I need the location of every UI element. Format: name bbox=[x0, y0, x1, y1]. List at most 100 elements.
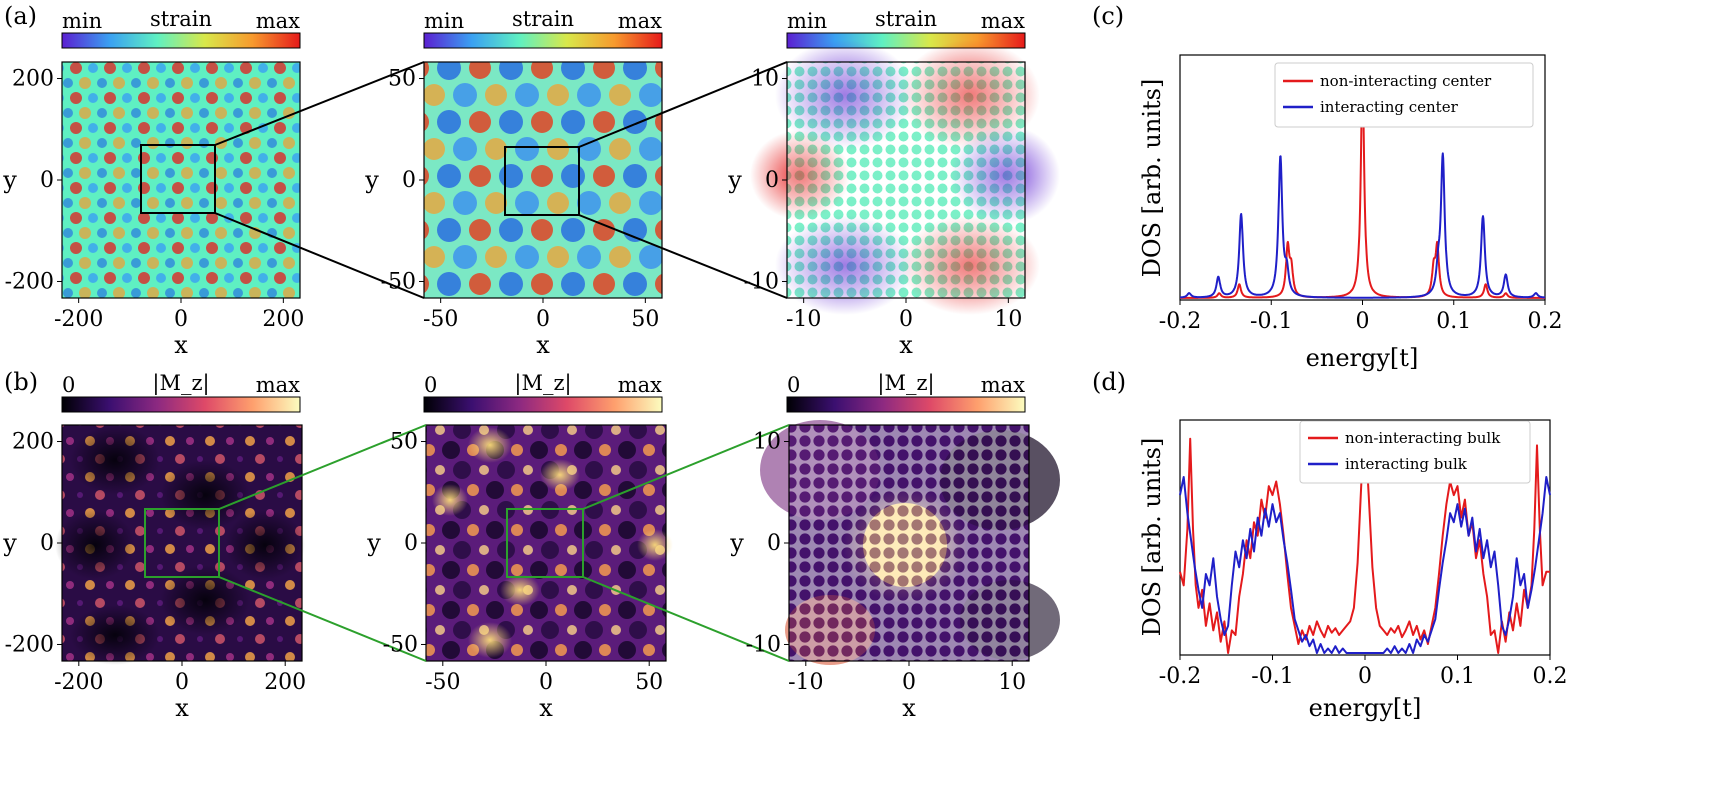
series-line bbox=[1179, 476, 1551, 654]
y-tick-label: -10 bbox=[744, 269, 779, 294]
x-tick-label: 0.1 bbox=[1440, 664, 1475, 689]
dark-region bbox=[160, 565, 250, 635]
panel-label-b: (b) bbox=[4, 368, 38, 396]
y-tick-label: -50 bbox=[383, 632, 418, 657]
dos-plot-bulk: -0.2 -0.1 0 0.1 0.2 energy[t] DOS [arb. unit… bbox=[1138, 419, 1568, 722]
x-tick-label: 0.2 bbox=[1533, 664, 1568, 689]
y-tick-label: 50 bbox=[390, 430, 418, 455]
colorbar-max-label: max bbox=[618, 9, 662, 33]
heatmap bbox=[424, 62, 662, 298]
y-tick-label: 0 bbox=[767, 531, 781, 556]
x-axis-label: x bbox=[174, 331, 188, 359]
colorbar-min-label: 0 bbox=[787, 373, 800, 397]
y-axis-label: y bbox=[2, 166, 17, 194]
y-tick-label: -200 bbox=[5, 269, 54, 294]
dark-region bbox=[55, 510, 135, 580]
y-tick-label: 10 bbox=[753, 430, 781, 455]
strain-map-2 bbox=[423, 61, 663, 299]
colorbar-bar bbox=[61, 396, 301, 413]
x-tick-label: 200 bbox=[264, 670, 306, 695]
x-axis-label: energy[t] bbox=[1306, 344, 1419, 372]
y-tick-label: 0 bbox=[40, 531, 54, 556]
strain-map-1 bbox=[61, 61, 301, 299]
legend-label: non-interacting bulk bbox=[1345, 429, 1501, 447]
colorbar-max-label: max bbox=[256, 9, 300, 33]
x-tick-label: 0 bbox=[902, 670, 916, 695]
dark-region bbox=[160, 460, 250, 530]
x-axis-label: x bbox=[175, 694, 189, 722]
bright-region bbox=[500, 574, 540, 606]
y-tick-label: 0 bbox=[402, 168, 416, 193]
magnetization-colorbar-2: 0 |M_z| max bbox=[423, 371, 663, 413]
zoom-box bbox=[140, 144, 216, 214]
magnetization-map-3 bbox=[760, 420, 1060, 665]
y-tick-label: -200 bbox=[5, 632, 54, 657]
dark-region bbox=[225, 510, 305, 580]
lattice-overlay bbox=[789, 425, 1029, 661]
zoom-connector bbox=[218, 576, 427, 662]
colorbar-title: |M_z| bbox=[877, 371, 934, 396]
x-tick-label: 0 bbox=[536, 307, 550, 332]
y-tick-label: 0 bbox=[404, 531, 418, 556]
dos-plot-center: -0.2 -0.1 0 0.1 0.2 energy[t] DOS [arb. unit… bbox=[1138, 54, 1563, 372]
series-line bbox=[1179, 152, 1546, 299]
y-tick-label: 0 bbox=[765, 168, 779, 193]
colorbar-max-label: max bbox=[981, 9, 1025, 33]
strain-colorbar-1: min strain max bbox=[61, 7, 301, 49]
colorbar-bar bbox=[786, 396, 1026, 413]
colorbar-title: strain bbox=[875, 7, 937, 31]
zoom-connector bbox=[582, 576, 790, 662]
y-tick-label: -50 bbox=[381, 269, 416, 294]
lattice-overlay bbox=[787, 62, 1025, 298]
dark-region bbox=[70, 605, 160, 665]
x-tick-label: -200 bbox=[54, 307, 103, 332]
colorbar-bar bbox=[61, 32, 301, 49]
colorbar-min-label: 0 bbox=[424, 373, 437, 397]
legend-box bbox=[1274, 62, 1534, 128]
colorbar-min-label: min bbox=[62, 9, 102, 33]
magnetization-colorbar-3: 0 |M_z| max bbox=[786, 371, 1026, 413]
strain-colorbar-2: min strain max bbox=[423, 7, 663, 49]
colorbar-bar bbox=[423, 396, 663, 413]
zoom-box bbox=[144, 508, 220, 578]
strain-map-3 bbox=[750, 40, 1060, 315]
panel-label-a: (a) bbox=[4, 2, 37, 30]
colorbar-title: strain bbox=[512, 7, 574, 31]
colorbar-max-label: max bbox=[618, 373, 662, 397]
heatmap bbox=[426, 425, 666, 661]
x-tick-label: 0.1 bbox=[1436, 309, 1471, 334]
y-axis-label: DOS [arb. units] bbox=[1138, 79, 1166, 278]
y-tick-label: 50 bbox=[388, 67, 416, 92]
colorbar-title: strain bbox=[150, 7, 212, 31]
heatmap bbox=[62, 62, 300, 298]
x-tick-label: 50 bbox=[635, 670, 663, 695]
panel-label-c: (c) bbox=[1092, 2, 1124, 30]
x-tick-label: 0 bbox=[174, 307, 188, 332]
x-tick-label: 10 bbox=[994, 307, 1022, 332]
y-axis-label: y bbox=[366, 529, 381, 557]
magnetization-map-2 bbox=[425, 424, 673, 662]
strain-map-row: min strain max min strain max min strain… bbox=[61, 7, 1060, 315]
legend-label: non-interacting center bbox=[1320, 72, 1492, 90]
colorbar-bar bbox=[423, 32, 663, 49]
bright-region bbox=[468, 622, 512, 658]
x-axis-label: x bbox=[899, 331, 913, 359]
magnetization-colorbar-1: 0 |M_z| max bbox=[61, 371, 301, 413]
x-tick-label: -0.2 bbox=[1159, 664, 1201, 689]
y-axis-label: y bbox=[2, 529, 17, 557]
x-tick-label: 0 bbox=[1356, 309, 1370, 334]
bright-region bbox=[540, 459, 580, 491]
x-tick-label: 0 bbox=[539, 670, 553, 695]
y-tick-label: 200 bbox=[12, 67, 54, 92]
legend: non-interacting bulk interacting bulk bbox=[1299, 420, 1531, 484]
legend: non-interacting center interacting cente… bbox=[1274, 62, 1534, 128]
x-ticks: -0.2 -0.1 0 0.1 0.2 bbox=[1159, 300, 1563, 334]
zoom-connector bbox=[578, 214, 788, 299]
x-tick-label: -50 bbox=[423, 307, 458, 332]
colorbar-min-label: min bbox=[787, 9, 827, 33]
zoom-box bbox=[504, 146, 580, 216]
x-axis-label: x bbox=[539, 694, 553, 722]
x-tick-label: -200 bbox=[54, 670, 103, 695]
legend-box bbox=[1299, 420, 1531, 484]
